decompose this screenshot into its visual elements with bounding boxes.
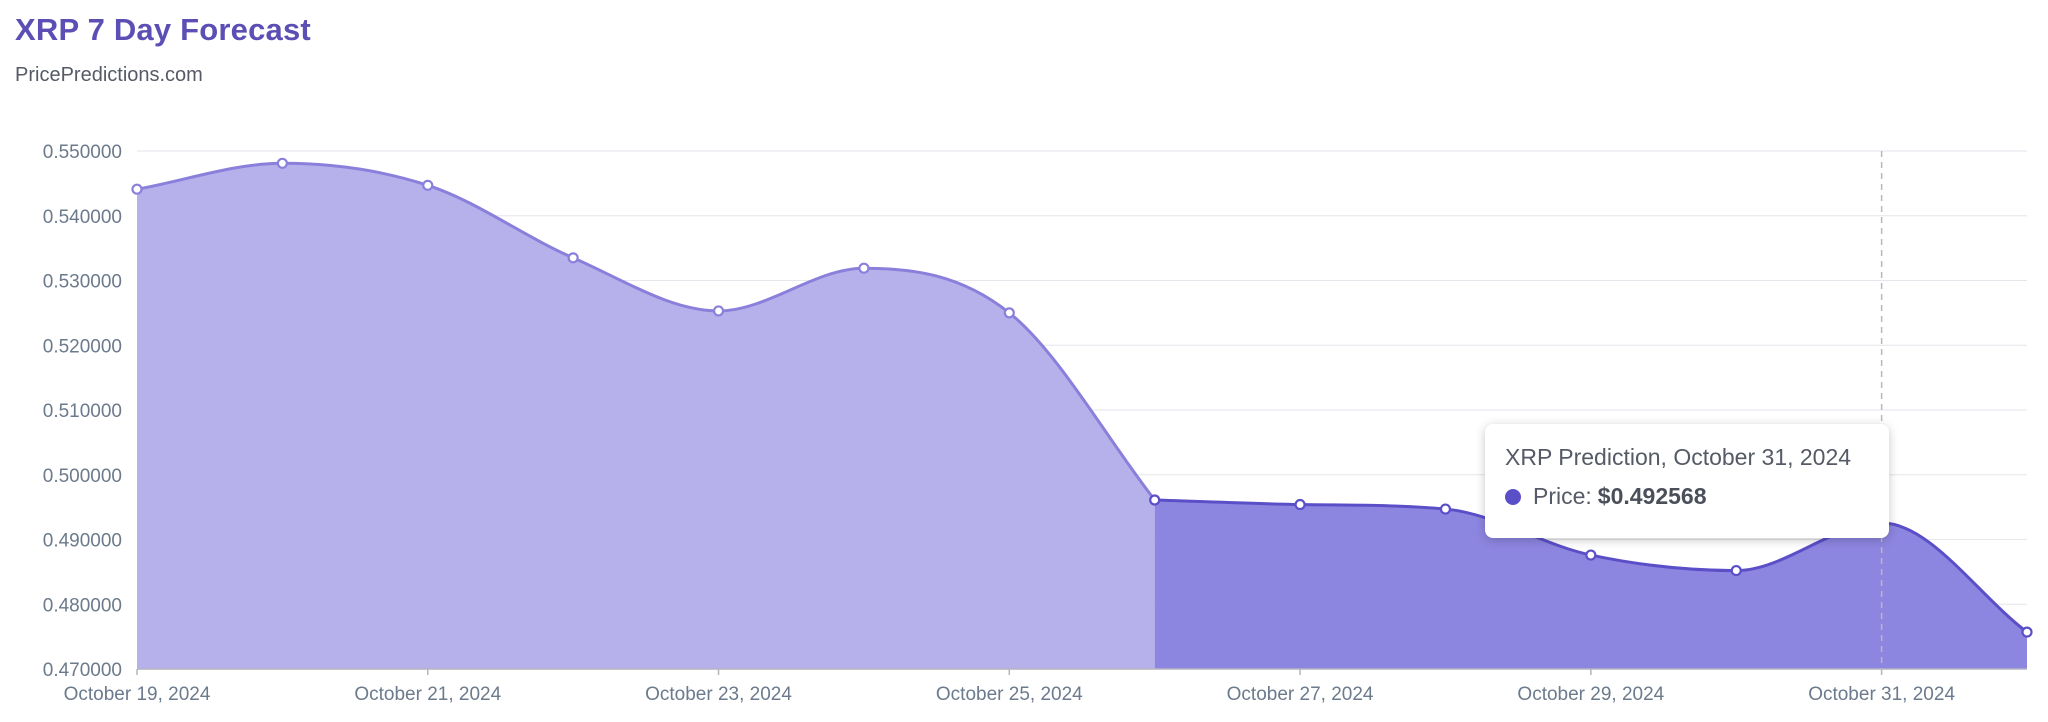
tooltip-price-row: Price: $0.492568 <box>1505 483 1889 510</box>
tooltip-title: XRP Prediction, October 31, 2024 <box>1505 444 1852 470</box>
data-point <box>131 183 143 195</box>
x-tick-label: October 19, 2024 <box>64 684 211 705</box>
tooltip-price-label: Price: <box>1533 483 1592 509</box>
data-point <box>1585 549 1597 561</box>
y-tick-label: 0.470000 <box>43 660 122 681</box>
y-tick-label: 0.480000 <box>43 595 122 616</box>
y-tick-label: 0.550000 <box>43 142 122 163</box>
y-tick-label: 0.530000 <box>43 272 122 293</box>
price-tooltip: XRP Prediction, October 31, 2024 Price: … <box>1485 424 1889 538</box>
data-point <box>1439 503 1452 515</box>
data-point <box>1294 498 1306 511</box>
chart-subtitle: PricePredictions.com <box>15 64 203 86</box>
x-tick-label: October 31, 2024 <box>1808 684 1955 705</box>
x-tick-label: October 25, 2024 <box>936 684 1083 705</box>
x-tick-label: October 29, 2024 <box>1517 684 1664 705</box>
data-point <box>2021 626 2033 638</box>
data-point <box>712 305 725 317</box>
data-point <box>567 252 579 264</box>
data-point <box>1149 494 1161 506</box>
x-tick-label: October 23, 2024 <box>645 684 792 705</box>
data-point <box>1730 564 1742 577</box>
chart-title: XRP 7 Day Forecast <box>15 12 311 47</box>
y-tick-label: 0.520000 <box>43 336 122 357</box>
data-point <box>422 179 434 191</box>
data-point <box>1003 307 1015 319</box>
y-tick-label: 0.500000 <box>43 466 122 487</box>
y-tick-label: 0.510000 <box>43 401 122 422</box>
axes: 0.550000 0.540000 0.530000 0.520000 0.510000… <box>43 142 2027 705</box>
history-area <box>137 163 1155 670</box>
data-points <box>131 157 2033 638</box>
y-tick-label: 0.490000 <box>43 531 122 552</box>
data-point <box>276 157 288 169</box>
forecast-area <box>1154 500 2027 669</box>
data-point <box>858 262 870 274</box>
tooltip-price-value: $0.492568 <box>1597 483 1707 509</box>
y-tick-label: 0.540000 <box>43 207 122 228</box>
x-tick-label: October 21, 2024 <box>354 684 501 705</box>
series-dot-icon <box>1505 488 1521 505</box>
x-tick-label: October 27, 2024 <box>1227 684 1374 705</box>
